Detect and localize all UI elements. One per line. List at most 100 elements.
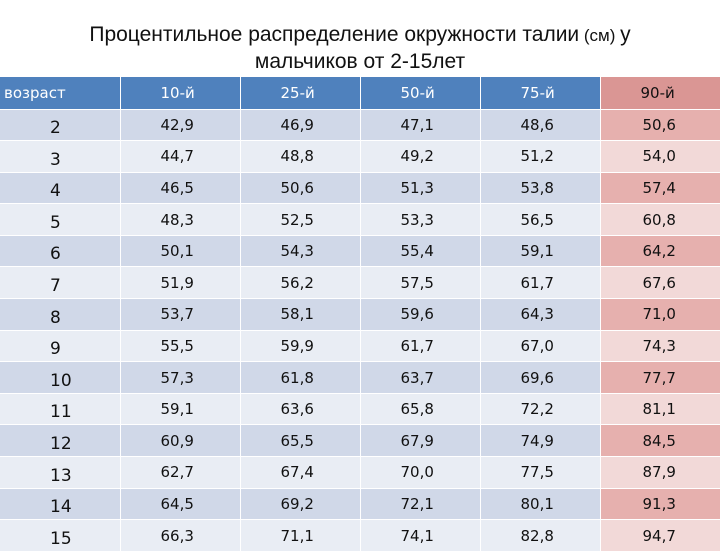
cell-p90: 74,3 xyxy=(600,330,720,363)
table-row: 9 55,5 59,9 61,7 67,0 74,3 xyxy=(0,330,720,363)
cell-p75: 59,1 xyxy=(480,235,601,268)
table-row: 4 46,5 50,6 51,3 53,8 57,4 xyxy=(0,172,720,205)
cell-age: 15 xyxy=(0,519,121,552)
cell-p50: 49,2 xyxy=(360,140,481,173)
table-body: 2 42,9 46,9 47,1 48,6 50,6 3 44,7 48,8 49,2 51,2 54… xyxy=(0,109,720,552)
cell-p25: 65,5 xyxy=(240,424,361,458)
cell-p25: 52,5 xyxy=(240,203,361,236)
cell-p90: 50,6 xyxy=(600,109,720,142)
table-row: 10 57,3 61,8 63,7 69,6 77,7 xyxy=(0,361,720,394)
table-row: 6 50,1 54,3 55,4 59,1 64,2 xyxy=(0,235,720,268)
cell-age: 3 xyxy=(0,140,121,173)
cell-p50: 57,5 xyxy=(360,266,481,300)
cell-p90: 57,4 xyxy=(600,172,720,205)
cell-p75: 80,1 xyxy=(480,488,601,521)
cell-p25: 67,4 xyxy=(240,456,361,489)
cell-age: 8 xyxy=(0,298,121,331)
cell-p75: 56,5 xyxy=(480,203,601,236)
page-title: Процентильное распределение окружности т… xyxy=(0,22,720,75)
header-p75: 75-й xyxy=(480,77,601,110)
cell-age: 14 xyxy=(0,488,121,521)
cell-p90: 77,7 xyxy=(600,361,720,394)
cell-p90: 60,8 xyxy=(600,203,720,236)
cell-p90: 67,6 xyxy=(600,266,720,300)
title-end-text: у xyxy=(620,23,631,46)
cell-p10: 60,9 xyxy=(120,424,241,458)
table-row: 11 59,1 63,6 65,8 72,2 81,1 xyxy=(0,393,720,426)
cell-p10: 55,5 xyxy=(120,330,241,363)
table-row: 12 60,9 65,5 67,9 74,9 84,5 xyxy=(0,424,720,458)
cell-p75: 48,6 xyxy=(480,109,601,142)
cell-age: 13 xyxy=(0,456,121,489)
cell-p90: 94,7 xyxy=(600,519,720,552)
cell-age: 4 xyxy=(0,172,121,205)
cell-p10: 59,1 xyxy=(120,393,241,426)
cell-p90: 84,5 xyxy=(600,424,720,458)
cell-age: 2 xyxy=(0,109,121,142)
cell-p10: 50,1 xyxy=(120,235,241,268)
cell-p90: 87,9 xyxy=(600,456,720,489)
cell-age: 6 xyxy=(0,235,121,268)
cell-p75: 53,8 xyxy=(480,172,601,205)
cell-p10: 53,7 xyxy=(120,298,241,331)
cell-p25: 56,2 xyxy=(240,266,361,300)
cell-p10: 42,9 xyxy=(120,109,241,142)
cell-p10: 64,5 xyxy=(120,488,241,521)
title-main-text: Процентильное распределение окружности т… xyxy=(89,23,580,46)
cell-p25: 71,1 xyxy=(240,519,361,552)
cell-p25: 46,9 xyxy=(240,109,361,142)
cell-p90: 54,0 xyxy=(600,140,720,173)
cell-p50: 67,9 xyxy=(360,424,481,458)
header-p90: 90-й xyxy=(600,77,720,110)
cell-p75: 72,2 xyxy=(480,393,601,426)
cell-p25: 58,1 xyxy=(240,298,361,331)
table-row: 15 66,3 71,1 74,1 82,8 94,7 xyxy=(0,519,720,552)
cell-p25: 63,6 xyxy=(240,393,361,426)
cell-age: 9 xyxy=(0,330,121,363)
cell-p50: 63,7 xyxy=(360,361,481,394)
cell-p25: 69,2 xyxy=(240,488,361,521)
table-row: 8 53,7 58,1 59,6 64,3 71,0 xyxy=(0,298,720,331)
cell-p25: 54,3 xyxy=(240,235,361,268)
header-p25: 25-й xyxy=(240,77,361,110)
cell-p75: 64,3 xyxy=(480,298,601,331)
cell-p50: 70,0 xyxy=(360,456,481,489)
table-row: 2 42,9 46,9 47,1 48,6 50,6 xyxy=(0,109,720,142)
cell-p90: 71,0 xyxy=(600,298,720,331)
cell-p75: 67,0 xyxy=(480,330,601,363)
cell-p90: 64,2 xyxy=(600,235,720,268)
cell-p25: 59,9 xyxy=(240,330,361,363)
cell-p75: 51,2 xyxy=(480,140,601,173)
cell-age: 5 xyxy=(0,203,121,236)
cell-p90: 81,1 xyxy=(600,393,720,426)
header-p50: 50-й xyxy=(360,77,481,110)
table-row: 5 48,3 52,5 53,3 56,5 60,8 xyxy=(0,203,720,236)
header-p10: 10-й xyxy=(120,77,241,110)
cell-p50: 74,1 xyxy=(360,519,481,552)
table-row: 7 51,9 56,2 57,5 61,7 67,6 xyxy=(0,266,720,300)
cell-p50: 53,3 xyxy=(360,203,481,236)
cell-p10: 62,7 xyxy=(120,456,241,489)
title-unit-text: (см) xyxy=(579,26,621,45)
cell-p50: 65,8 xyxy=(360,393,481,426)
cell-p10: 57,3 xyxy=(120,361,241,394)
cell-age: 11 xyxy=(0,393,121,426)
cell-p50: 61,7 xyxy=(360,330,481,363)
table-row: 13 62,7 67,4 70,0 77,5 87,9 xyxy=(0,456,720,489)
cell-p75: 69,6 xyxy=(480,361,601,394)
cell-p50: 47,1 xyxy=(360,109,481,142)
percentile-table: возраст 10-й 25-й 50-й 75-й 90-й 2 42,9 46… xyxy=(0,77,720,552)
header-age: возраст xyxy=(0,77,121,110)
cell-p75: 74,9 xyxy=(480,424,601,458)
cell-p90: 91,3 xyxy=(600,488,720,521)
title-line-2: мальчиков от 2-15лет xyxy=(254,50,466,73)
cell-p50: 55,4 xyxy=(360,235,481,268)
title-line-1: Процентильное распределение окружности т… xyxy=(0,22,720,49)
table-row: 3 44,7 48,8 49,2 51,2 54,0 xyxy=(0,140,720,173)
cell-p10: 46,5 xyxy=(120,172,241,205)
cell-p50: 72,1 xyxy=(360,488,481,521)
cell-p75: 82,8 xyxy=(480,519,601,552)
cell-age: 10 xyxy=(0,361,121,394)
table-row: 14 64,5 69,2 72,1 80,1 91,3 xyxy=(0,488,720,521)
cell-p10: 44,7 xyxy=(120,140,241,173)
